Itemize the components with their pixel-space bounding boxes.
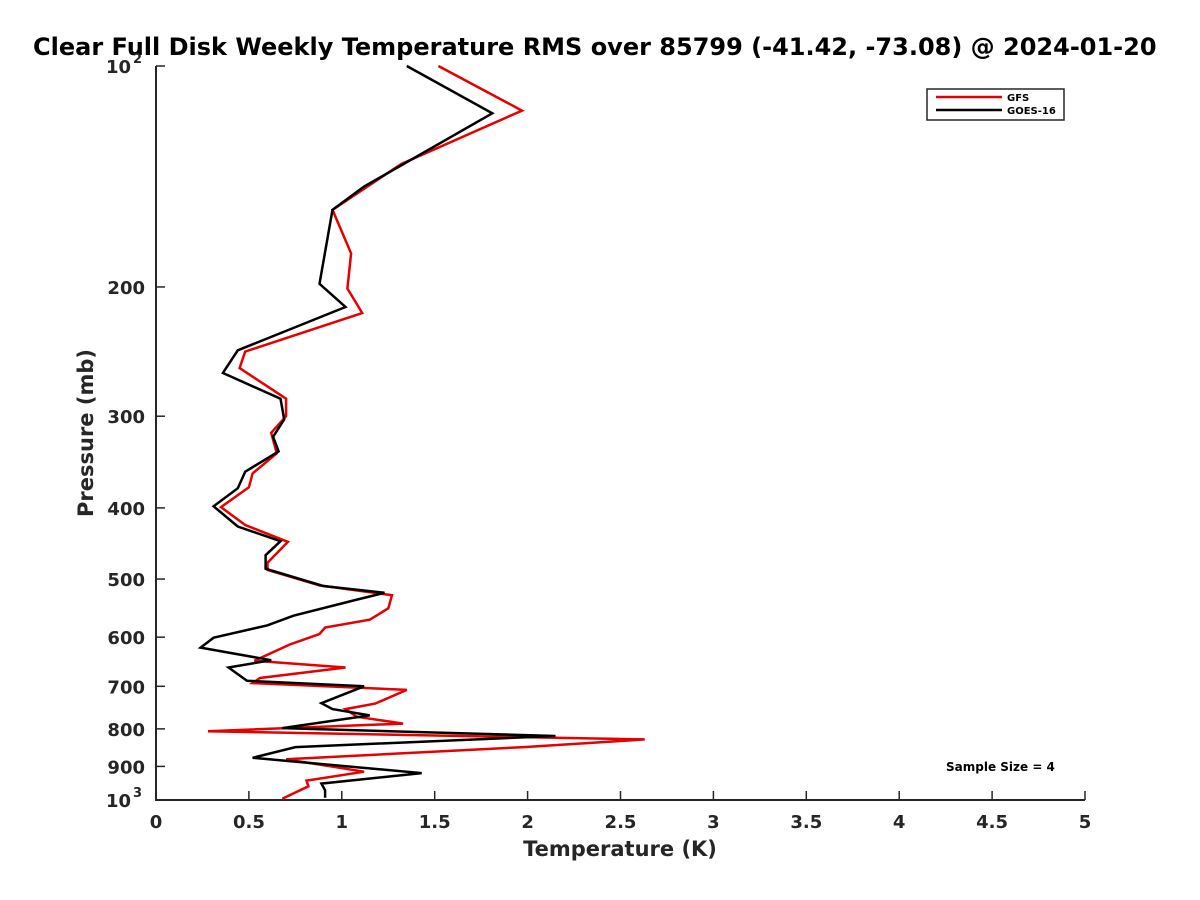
- legend-box: [926, 88, 1065, 121]
- y-tick-label: 800: [107, 720, 145, 741]
- x-tick-label: 1.5: [419, 812, 451, 833]
- y-tick-label: 400: [107, 499, 145, 520]
- legend: GFS GOES-16: [926, 88, 1065, 121]
- y-tick-label: 500: [107, 570, 145, 591]
- x-tick-label: 0: [150, 812, 163, 833]
- x-tick-label: 0.5: [233, 812, 265, 833]
- y-tick-label: 200: [107, 278, 145, 299]
- x-tick-label: 4.5: [976, 812, 1008, 833]
- legend-label-gfs: GFS: [1007, 93, 1029, 104]
- x-tick-label: 2: [521, 812, 534, 833]
- y-tick-label-power: 10: [106, 791, 131, 812]
- y-tick-label: 600: [107, 628, 145, 649]
- series-layer: [197, 64, 645, 800]
- x-axis-label: Temperature (K): [523, 837, 717, 861]
- y-tick-label: 900: [107, 757, 145, 778]
- x-tick-label: 2.5: [605, 812, 637, 833]
- x-tick-label: 5: [1079, 812, 1092, 833]
- plot-area: 0 0.5 1 1.5 2 2.5 3 3.5 4 4.5 5 10 2200300400500600…: [106, 52, 1091, 833]
- series-line-gfs: [207, 64, 645, 800]
- y-tick-label: 300: [107, 407, 145, 428]
- x-tick-label: 3: [707, 812, 720, 833]
- y-tick-label-exponent: 3: [133, 786, 142, 801]
- y-tick-label: 700: [107, 677, 145, 698]
- legend-label-goes16: GOES-16: [1007, 106, 1056, 117]
- axis-lines: [155, 66, 1085, 801]
- x-tick-label: 1: [336, 812, 349, 833]
- x-tick-label: 4: [893, 812, 906, 833]
- x-tick-label: 3.5: [790, 812, 822, 833]
- x-axis-ticks: 0 0.5 1 1.5 2 2.5 3 3.5 4 4.5 5: [150, 791, 1092, 833]
- series-line-goes16: [197, 64, 556, 798]
- sample-size-annotation: Sample Size = 4: [946, 760, 1055, 774]
- y-tick-label-exponent: 2: [133, 52, 142, 67]
- y-tick-label-power: 10: [106, 57, 131, 78]
- y-axis-label: Pressure (mb): [74, 349, 98, 517]
- chart-title: Clear Full Disk Weekly Temperature RMS o…: [33, 33, 1157, 61]
